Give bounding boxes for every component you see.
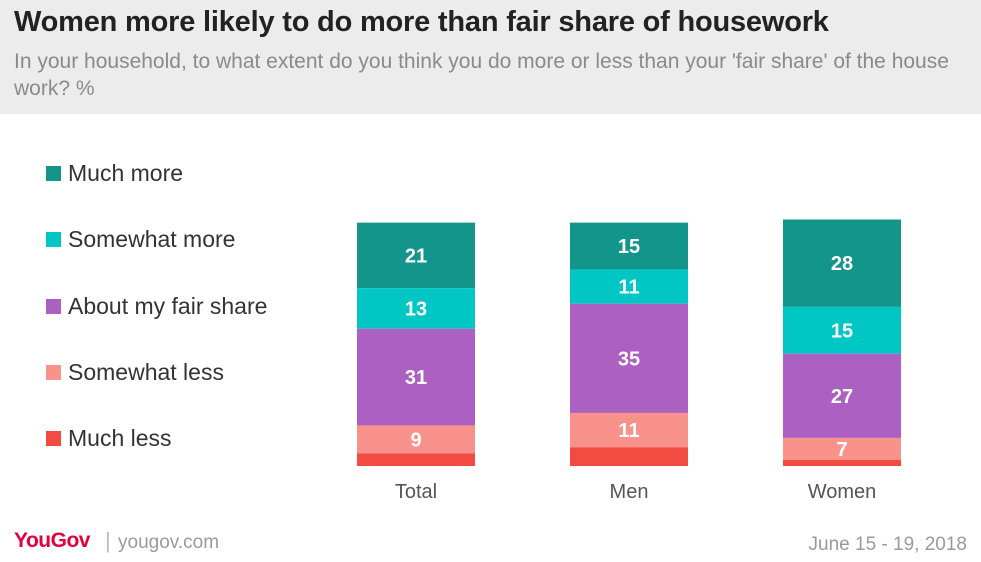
legend-label: About my fair share bbox=[68, 292, 268, 319]
footer-separator: | bbox=[105, 528, 111, 553]
legend-swatch bbox=[46, 298, 61, 314]
category-label: Men bbox=[610, 481, 649, 503]
bar-segment bbox=[570, 222, 688, 270]
bar-segment bbox=[357, 288, 475, 329]
legend-item-much-less: Much less bbox=[46, 423, 326, 453]
bar-segment bbox=[783, 219, 901, 307]
data-label: 9 bbox=[410, 429, 421, 451]
header-band: Women more likely to do more than fair s… bbox=[0, 0, 981, 114]
legend-item-somewhat-more: Somewhat more bbox=[46, 224, 326, 254]
bar-segment bbox=[357, 328, 475, 426]
bar-segment bbox=[357, 425, 475, 454]
legend-label: Somewhat more bbox=[68, 225, 236, 252]
legend-swatch bbox=[46, 231, 61, 247]
bar-segment bbox=[783, 437, 901, 460]
yougov-logo: YouGov bbox=[14, 529, 90, 552]
legend-swatch bbox=[46, 430, 61, 446]
bar-segment bbox=[570, 303, 688, 413]
bar-segment bbox=[570, 412, 688, 448]
survey-date: June 15 - 19, 2018 bbox=[808, 534, 967, 555]
legend-label: Somewhat less bbox=[68, 358, 224, 385]
legend-label: Much more bbox=[68, 159, 184, 186]
chart-title: Women more likely to do more than fair s… bbox=[14, 6, 829, 38]
legend-swatch bbox=[46, 364, 61, 380]
data-label: 31 bbox=[405, 367, 427, 389]
bar-segment bbox=[357, 222, 475, 289]
data-label: 11 bbox=[618, 420, 639, 442]
legend-item-about-fair-share: About my fair share bbox=[46, 291, 326, 321]
bar-segment bbox=[783, 353, 901, 438]
bar-segment bbox=[783, 459, 901, 466]
bar-segment bbox=[570, 447, 688, 466]
footer-site: yougov.com bbox=[118, 532, 220, 553]
data-label: 15 bbox=[831, 320, 853, 342]
data-label: 13 bbox=[405, 298, 427, 320]
data-label: 7 bbox=[836, 439, 847, 461]
legend-item-somewhat-less: Somewhat less bbox=[46, 357, 326, 387]
category-label: Total bbox=[395, 481, 437, 503]
bar-segment bbox=[570, 269, 688, 304]
bar-segment bbox=[357, 453, 475, 466]
chart-subtitle: In your household, to what extent do you… bbox=[14, 50, 949, 100]
data-label: 28 bbox=[831, 253, 853, 275]
bar-segment bbox=[783, 306, 901, 354]
data-label: 21 bbox=[405, 245, 427, 267]
data-label: 11 bbox=[618, 277, 639, 299]
legend-item-much-more: Much more bbox=[46, 158, 326, 188]
data-label: 15 bbox=[618, 236, 640, 258]
legend-label: Much less bbox=[68, 424, 172, 451]
legend-swatch bbox=[46, 165, 61, 181]
data-label: 27 bbox=[831, 386, 853, 408]
data-label: 35 bbox=[618, 348, 640, 370]
category-label: Women bbox=[808, 481, 877, 503]
